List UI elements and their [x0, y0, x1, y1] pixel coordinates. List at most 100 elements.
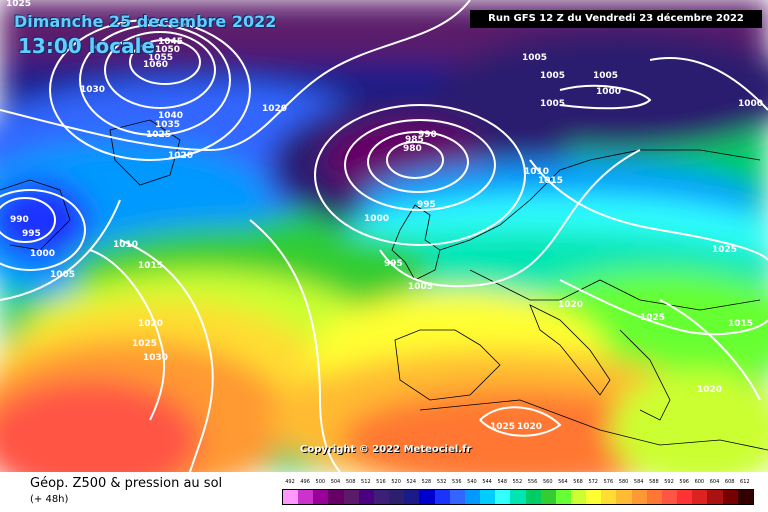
scale-swatch	[343, 490, 359, 504]
isobar-label: 1030	[80, 85, 105, 95]
isobar-label: 1025	[640, 313, 665, 323]
isobar-label: 1000	[738, 99, 763, 109]
scale-label: 600	[694, 479, 705, 485]
isobar-label: 1020	[138, 319, 163, 329]
isobar-label: 1015	[728, 319, 753, 329]
scale-label: 604	[709, 479, 720, 485]
scale-swatch	[404, 490, 420, 504]
scale-swatch	[646, 490, 662, 504]
forecast-date: Dimanche 25 decembre 2022	[14, 12, 277, 31]
geopotential-field	[0, 0, 768, 472]
legend-footer: Géop. Z500 & pression au sol (+ 48h) 492…	[0, 472, 768, 512]
isobar-label: 995	[384, 259, 403, 269]
scale-swatch	[419, 490, 435, 504]
scale-label: 532	[436, 479, 447, 485]
scale-label: 584	[633, 479, 644, 485]
isobar-label: 1005	[50, 270, 75, 280]
scale-swatch	[358, 490, 374, 504]
scale-swatch	[616, 490, 632, 504]
isobar-label: 1005	[540, 71, 565, 81]
scale-label: 540	[467, 479, 477, 485]
isobar-label: 995	[22, 229, 41, 239]
isobar-label: 1050	[155, 45, 180, 55]
isobar-label: 990	[10, 215, 29, 225]
scale-label: 492	[285, 479, 295, 485]
scale-swatch	[555, 490, 571, 504]
scale-swatch	[510, 490, 526, 504]
scale-label: 520	[391, 479, 401, 485]
isobar-label: 1025	[6, 0, 31, 9]
weather-map: 1025 1045 1050 1055 1060 1030 1040 1035 …	[0, 0, 768, 472]
isobar-label: 990	[418, 130, 437, 140]
scale-label: 596	[679, 479, 689, 485]
isobar-label: 1005	[540, 99, 565, 109]
scale-swatch	[722, 490, 738, 504]
scale-swatch	[586, 490, 602, 504]
isobar-label: 1005	[593, 71, 618, 81]
scale-label: 548	[497, 479, 508, 485]
scale-swatch	[707, 490, 723, 504]
scale-label: 536	[451, 479, 462, 485]
isobar-label: 1025	[490, 422, 515, 432]
scale-swatch	[540, 490, 556, 504]
isobar-label: 1025	[132, 339, 157, 349]
scale-swatch	[525, 490, 541, 504]
scale-swatch	[373, 490, 390, 504]
isobar-label: 995	[417, 200, 436, 210]
scale-label: 592	[664, 479, 674, 485]
isobar-label: 1015	[538, 176, 563, 186]
scale-swatch	[737, 490, 753, 504]
isobar-label: 1010	[113, 240, 138, 250]
scale-label: 580	[618, 479, 629, 485]
isobars	[0, 0, 768, 472]
scale-label: 496	[300, 479, 310, 485]
isobar-label: 1000	[596, 87, 621, 97]
scale-label: 508	[345, 479, 356, 485]
isobar-label: 1020	[517, 422, 542, 432]
isobar-label: 1045	[158, 37, 183, 47]
color-scale	[282, 489, 754, 505]
isobar-label: 1030	[143, 353, 168, 363]
scale-label: 516	[376, 479, 386, 485]
forecast-time: 13:00 locale	[18, 34, 155, 58]
scale-label: 500	[315, 479, 326, 485]
isobar-label: 1025	[712, 245, 737, 255]
isobar-label: 985	[405, 135, 424, 145]
scale-swatch	[677, 490, 693, 504]
scale-swatch	[313, 490, 329, 504]
scale-label: 556	[527, 479, 538, 485]
scale-swatch	[601, 490, 617, 504]
scale-label: 528	[421, 479, 432, 485]
copyright: Copyright © 2022 Meteociel.fr	[300, 444, 472, 455]
scale-swatch	[480, 490, 496, 504]
isobar-label: 1020	[262, 104, 287, 114]
scale-labels: 492 496 500 504 508 512 516 520 524 528 532 536 540 5…	[282, 479, 752, 489]
scale-label: 572	[588, 479, 598, 485]
isobar-label: 1040	[158, 111, 183, 121]
isobar-label: 1005	[522, 53, 547, 63]
scale-swatch	[464, 490, 481, 504]
scale-label: 524	[406, 479, 417, 485]
scale-swatch	[389, 490, 405, 504]
scale-label: 576	[603, 479, 614, 485]
scale-swatch	[631, 490, 647, 504]
isobar-label: 1060	[143, 60, 168, 70]
isobar-label: 1010	[524, 167, 549, 177]
map-title: Géop. Z500 & pression au sol	[30, 476, 223, 491]
isobar-label: 1020	[168, 151, 193, 161]
isobar-label: 1005	[408, 282, 433, 292]
scale-swatch	[692, 490, 708, 504]
scale-swatch	[570, 490, 587, 504]
scale-label: 504	[330, 479, 341, 485]
isobar-label: 1000	[30, 249, 55, 259]
scale-label: 608	[724, 479, 735, 485]
scale-swatch	[449, 490, 465, 504]
scale-swatch	[328, 490, 344, 504]
isobar-label: 980	[403, 144, 422, 154]
scale-label: 588	[649, 479, 659, 485]
scale-label: 544	[482, 479, 492, 485]
scale-label: 612	[740, 479, 750, 485]
scale-swatch	[434, 490, 450, 504]
isobar-label: 1035	[155, 120, 180, 130]
isobar-label: 1015	[138, 261, 163, 271]
